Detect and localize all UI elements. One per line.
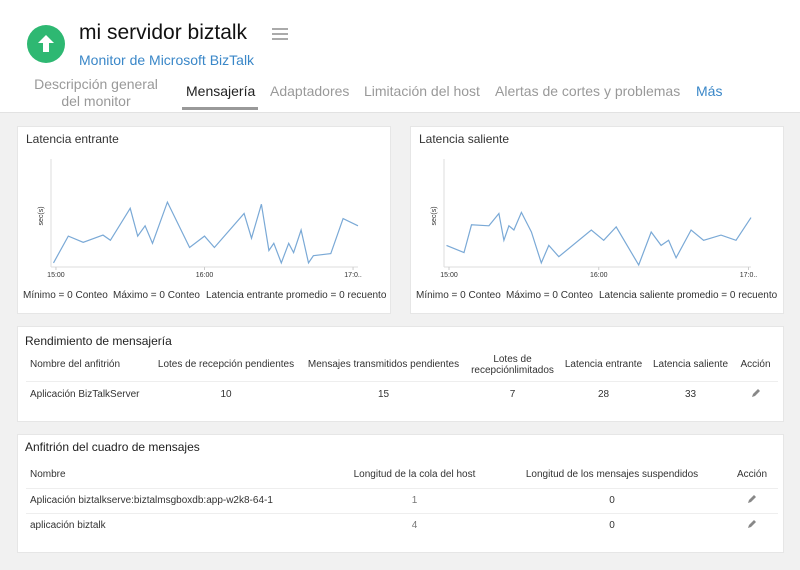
tab-underline	[182, 107, 258, 110]
table-row: Aplicación BizTalkServer 10 15 7 28 33	[26, 381, 778, 407]
column-header: Nombre del anfitrión	[30, 359, 121, 371]
column-header: Latencia entrante	[564, 359, 643, 371]
chart: Latencia entrante sec(s) 15:00 16:00 17:0.. M…	[23, 132, 387, 301]
edit-icon[interactable]	[751, 388, 761, 398]
action-cell[interactable]	[733, 381, 778, 407]
table-title: Anfitrión del cuadro de mensajes	[25, 440, 200, 454]
table-cell: 1	[411, 495, 418, 506]
chart: Latencia saliente sec(s) 15:00 16:00 17:0.. M…	[416, 132, 778, 301]
chart-footer: Mínimo = 0 Conteo	[416, 290, 501, 301]
chart-title: Latencia saliente	[419, 132, 509, 146]
tab[interactable]: Descripción general del monitor	[34, 76, 158, 109]
chart-footer: Latencia saliente promedio = 0 recuento	[599, 290, 778, 301]
chart-card: Latencia entrante sec(s) 15:00 16:00 17:0.. M…	[17, 126, 391, 314]
table-cell: aplicación biztalk	[30, 520, 106, 532]
table-cell: Aplicación biztalkserve:biztalmsgboxdb:a…	[30, 495, 273, 506]
monitor-icon	[27, 25, 65, 63]
x-tick-label: 15:00	[47, 272, 65, 279]
tab[interactable]: Alertas de cortes y problemas	[495, 83, 681, 99]
column-header: Latencia saliente	[652, 359, 729, 371]
column-header: Lotes de recepciónlimitados	[471, 353, 554, 376]
table: Nombre del anfitrión Lotes de recepción p…	[26, 349, 778, 407]
table-cell: 10	[220, 388, 232, 400]
table-cell: 4	[411, 520, 418, 532]
x-tick-label: 15:00	[440, 272, 458, 279]
chart-card: Latencia saliente sec(s) 15:00 16:00 17:0.. M…	[410, 126, 784, 314]
header: mi servidor biztalk Monitor de Microsoft…	[0, 0, 800, 113]
table-cell: 7	[509, 388, 516, 400]
column-header: Mensajes transmitidos pendientes	[307, 359, 460, 371]
y-axis-label: sec(s)	[38, 206, 45, 225]
table-cell: 28	[597, 388, 610, 400]
monitor-title: mi servidor biztalk	[79, 21, 248, 44]
monitor-subtitle[interactable]: Monitor de Microsoft BizTalk	[79, 52, 255, 68]
table-cell: 15	[377, 388, 390, 400]
column-header: Longitud de la cola del host	[353, 468, 476, 480]
x-tick-label: 17:0..	[344, 272, 362, 279]
column-header: Lotes de recepción pendientes	[157, 359, 295, 371]
table-card: Anfitrión del cuadro de mensajes Nombre L…	[17, 434, 784, 553]
table-header: Nombre del anfitrión Lotes de recepción p…	[26, 349, 778, 381]
chart-title: Latencia entrante	[26, 132, 119, 146]
chart-footer: Mínimo = 0 Conteo	[23, 290, 108, 301]
table-cell: Aplicación BizTalkServer	[30, 388, 140, 400]
table-card: Rendimiento de mensajería Nombre del anf…	[17, 326, 784, 422]
y-axis-label: sec(s)	[431, 206, 438, 225]
table-row: aplicación biztalk 4 0	[26, 513, 778, 538]
edit-icon[interactable]	[747, 519, 757, 529]
data-line	[52, 200, 359, 265]
x-tick-label: 16:00	[196, 272, 214, 279]
column-header: Nombre	[30, 468, 66, 480]
tab[interactable]: Limitación del host	[364, 83, 480, 99]
chart-footer: Latencia entrante promedio = 0 recuento	[206, 290, 387, 301]
chart-footer: Máximo = 0 Conteo	[506, 290, 593, 301]
tab-active[interactable]: Mensajería	[186, 83, 256, 99]
column-header: Acción	[740, 359, 771, 371]
table-row: Aplicación biztalkserve:biztalmsgboxdb:a…	[26, 488, 778, 513]
menu-icon[interactable]	[272, 27, 288, 41]
tab[interactable]: Adaptadores	[270, 83, 350, 99]
tab-more[interactable]: Más	[696, 83, 723, 99]
table-cell: 0	[609, 495, 615, 506]
column-header: Acción	[736, 468, 767, 480]
table: Nombre Longitud de la cola del host Longit…	[26, 461, 778, 538]
edit-icon[interactable]	[747, 494, 757, 504]
x-tick-label: 16:00	[590, 272, 608, 279]
x-tick-label: 17:0..	[740, 272, 758, 279]
table-cell: 33	[684, 388, 697, 400]
table-cell: 0	[609, 520, 615, 532]
chart-footer: Máximo = 0 Conteo	[113, 290, 200, 301]
table-title: Rendimiento de mensajería	[25, 334, 172, 348]
action-cell[interactable]	[726, 513, 778, 538]
data-line	[446, 210, 752, 267]
column-header: Longitud de los mensajes suspendidos	[525, 468, 699, 480]
table-header: Nombre Longitud de la cola del host Longit…	[26, 461, 778, 488]
action-cell[interactable]	[726, 488, 778, 513]
